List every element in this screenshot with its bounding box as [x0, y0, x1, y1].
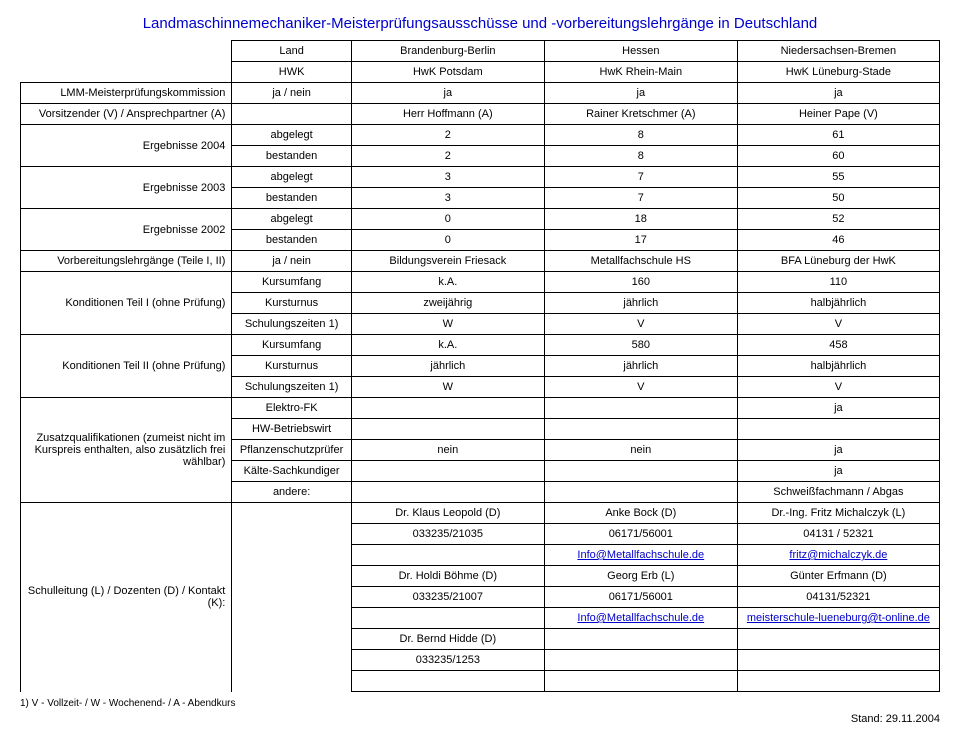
region-1: Brandenburg-Berlin — [351, 41, 544, 62]
email-link[interactable]: Info@Metallfachschule.de — [577, 612, 704, 624]
region-3: Niedersachsen-Bremen — [737, 41, 939, 62]
row-erg2003: Ergebnisse 2003 — [21, 167, 232, 209]
hwk-2: HwK Rhein-Main — [544, 62, 737, 83]
region-2: Hessen — [544, 41, 737, 62]
row-erg2004: Ergebnisse 2004 — [21, 125, 232, 167]
hwk-3: HwK Lüneburg-Stade — [737, 62, 939, 83]
row-schulleitung: Schulleitung (L) / Dozenten (D) / Kontak… — [21, 503, 232, 692]
row-erg2002: Ergebnisse 2002 — [21, 209, 232, 251]
hwk-1: HwK Potsdam — [351, 62, 544, 83]
header-hwk: HWK — [232, 62, 351, 83]
footnote: 1) V - Vollzeit- / W - Wochenend- / A - … — [20, 698, 940, 709]
row-kond1: Konditionen Teil I (ohne Prüfung) — [21, 272, 232, 335]
main-table: Land Brandenburg-Berlin Hessen Niedersac… — [20, 40, 940, 692]
page-title: Landmaschinnemechaniker-Meisterprüfungsa… — [20, 15, 940, 32]
email-link[interactable]: Info@Metallfachschule.de — [577, 549, 704, 561]
date-stamp: Stand: 29.11.2004 — [20, 713, 940, 725]
email-link[interactable]: meisterschule-lueneburg@t-online.de — [747, 612, 930, 624]
header-land: Land — [232, 41, 351, 62]
row-kommission: LMM-Meisterprüfungskommission — [21, 83, 232, 104]
row-vorbereitung: Vorbereitungslehrgänge (Teile I, II) — [21, 251, 232, 272]
row-zusatz: Zusatzqualifikationen (zumeist nicht im … — [21, 398, 232, 503]
row-kond2: Konditionen Teil II (ohne Prüfung) — [21, 335, 232, 398]
row-vorsitzender: Vorsitzender (V) / Ansprechpartner (A) — [21, 104, 232, 125]
email-link[interactable]: fritz@michalczyk.de — [789, 549, 887, 561]
